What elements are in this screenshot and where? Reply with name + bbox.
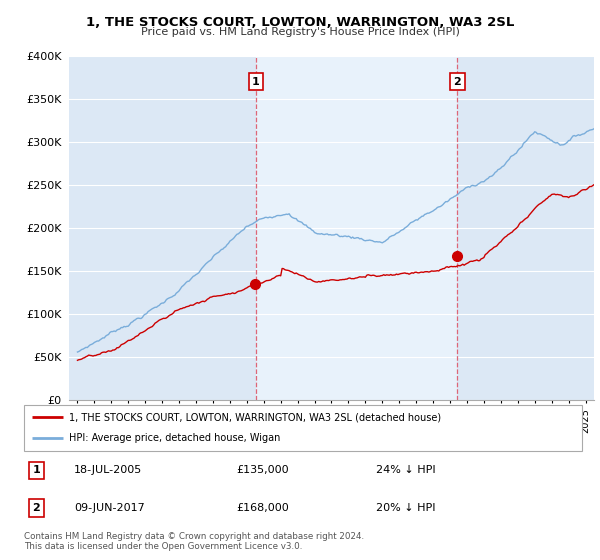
Text: Price paid vs. HM Land Registry's House Price Index (HPI): Price paid vs. HM Land Registry's House … <box>140 27 460 37</box>
Bar <box>256 56 457 400</box>
Text: 20% ↓ HPI: 20% ↓ HPI <box>376 503 435 513</box>
Text: 18-JUL-2005: 18-JUL-2005 <box>74 465 142 475</box>
Text: 2: 2 <box>32 503 40 513</box>
Text: £135,000: £135,000 <box>236 465 289 475</box>
Text: 1, THE STOCKS COURT, LOWTON, WARRINGTON, WA3 2SL: 1, THE STOCKS COURT, LOWTON, WARRINGTON,… <box>86 16 514 29</box>
Text: 1: 1 <box>32 465 40 475</box>
Text: £168,000: £168,000 <box>236 503 289 513</box>
Text: HPI: Average price, detached house, Wigan: HPI: Average price, detached house, Wiga… <box>68 433 280 444</box>
Text: 1, THE STOCKS COURT, LOWTON, WARRINGTON, WA3 2SL (detached house): 1, THE STOCKS COURT, LOWTON, WARRINGTON,… <box>68 412 441 422</box>
FancyBboxPatch shape <box>24 405 582 451</box>
Text: Contains HM Land Registry data © Crown copyright and database right 2024.
This d: Contains HM Land Registry data © Crown c… <box>24 532 364 552</box>
Text: 1: 1 <box>252 77 260 87</box>
Text: 09-JUN-2017: 09-JUN-2017 <box>74 503 145 513</box>
Text: 2: 2 <box>454 77 461 87</box>
Text: 24% ↓ HPI: 24% ↓ HPI <box>376 465 435 475</box>
